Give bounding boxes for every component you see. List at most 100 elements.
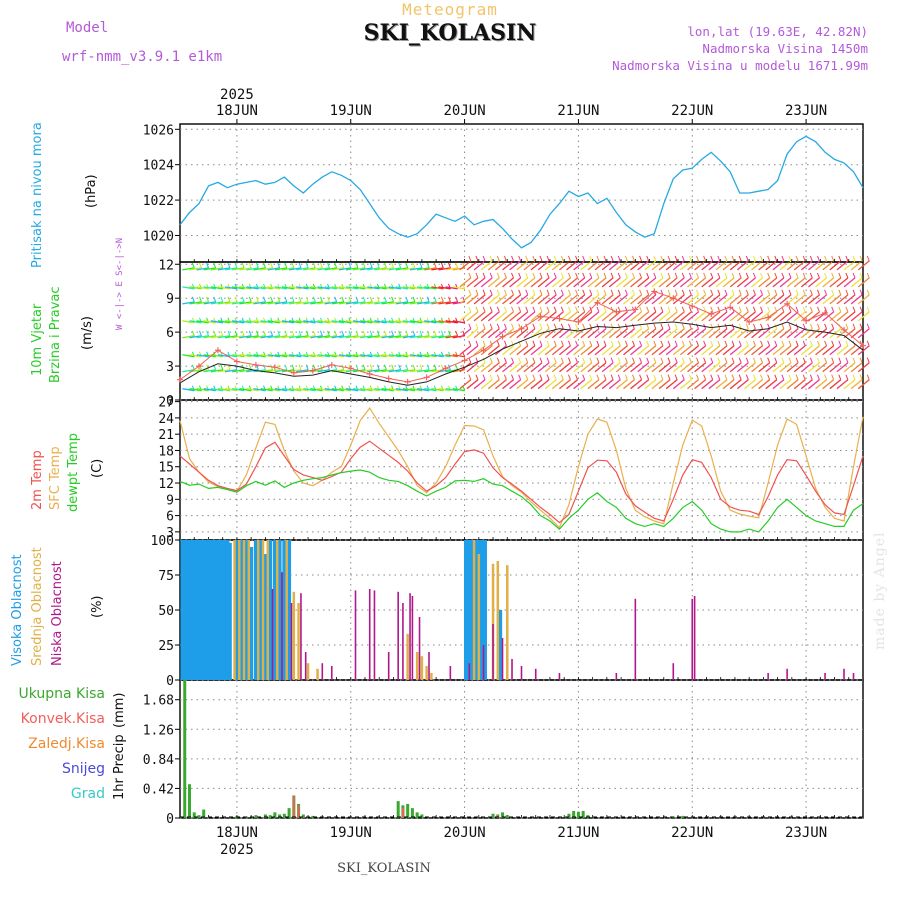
wind-barb — [445, 267, 458, 271]
wind-barb-flag — [277, 330, 281, 336]
cloud-low-bar — [290, 603, 293, 680]
wind-barb — [324, 320, 337, 324]
wind-barb — [822, 379, 835, 390]
wind-barb — [203, 354, 216, 358]
wind-barb — [232, 388, 245, 392]
wind-barb — [822, 277, 835, 288]
wind-barb — [544, 277, 557, 288]
wind-barb-flag — [433, 296, 437, 303]
wind-barb-flag — [596, 357, 600, 363]
wind-barb-flag — [312, 364, 316, 370]
wind-barb — [495, 328, 507, 339]
wind-barb — [388, 369, 401, 373]
wind-barb-flag — [596, 272, 600, 279]
wind-barb-flag — [270, 330, 274, 336]
wind-barb — [751, 362, 763, 373]
wind-barb — [815, 362, 827, 373]
wind-barb — [758, 277, 771, 288]
wind-barb-flag — [632, 323, 635, 329]
wind-barb-flag — [724, 272, 728, 279]
wind-gust-marker — [727, 304, 734, 311]
y-tick-label: 0 — [166, 674, 174, 689]
wind-barb-flag — [482, 289, 486, 296]
wind-barb-flag — [468, 374, 472, 380]
wind-barb — [559, 345, 571, 356]
cloud-low-bar — [767, 673, 769, 680]
wind-barb — [793, 260, 806, 271]
wind-barb — [580, 362, 593, 373]
wind-barb-flag — [774, 255, 778, 262]
wind-barb-flag — [688, 272, 692, 279]
wind-barb-flag — [674, 323, 678, 329]
wind-barb-flag — [788, 272, 792, 279]
cloud-mid-bar — [472, 540, 476, 680]
wind-barb-flag — [610, 340, 614, 346]
wind-barb — [758, 260, 771, 271]
wind-barb — [800, 345, 813, 356]
wind-barb — [196, 301, 209, 305]
wind-barb — [296, 320, 309, 324]
wind-barb-flag — [667, 323, 671, 329]
wind-barb — [715, 362, 728, 373]
wind-barb-flag — [270, 262, 274, 269]
wind-barb-flag — [752, 289, 756, 296]
cloud-mid-bar — [306, 663, 310, 680]
wind-barb — [758, 379, 771, 390]
wind-barb — [580, 311, 593, 322]
x-tick-label-top: 22JUN — [671, 103, 713, 119]
wind-barb — [239, 301, 252, 305]
precip-total-bar — [415, 812, 419, 818]
wind-barb-flag — [398, 296, 402, 303]
wind-barb — [779, 311, 792, 322]
wind-barb — [687, 294, 699, 305]
wind-barb — [658, 328, 671, 339]
dewpt-line — [179, 469, 864, 533]
wind-barb-flag — [518, 289, 522, 296]
wind-barb-flag — [191, 364, 195, 370]
wind-barb — [217, 320, 231, 324]
wind-barb — [502, 311, 514, 322]
wind-barb-flag — [781, 255, 785, 262]
wind-barb — [679, 379, 692, 390]
wind-barb — [687, 345, 699, 356]
wind-barb — [210, 369, 223, 373]
wind-barb-flag — [603, 357, 607, 363]
wind-barb-flag — [518, 272, 522, 279]
wind-barb — [438, 301, 451, 305]
wind-barb — [310, 301, 323, 305]
wind-barb — [658, 379, 671, 390]
precip-total-bar — [410, 808, 414, 818]
wind-barb-flag — [270, 296, 274, 303]
wind-barb — [303, 301, 316, 305]
wind-barb — [665, 362, 678, 373]
wind-barb — [395, 388, 408, 392]
wind-barb — [388, 301, 401, 305]
wind-barb-flag — [227, 330, 231, 336]
y-tick-label: 27 — [158, 396, 174, 411]
wind-barb — [687, 379, 699, 390]
wind-barb — [772, 260, 785, 271]
wind-barb-flag — [696, 340, 699, 346]
wind-barb — [722, 379, 735, 390]
wind-barb — [452, 388, 465, 392]
wind-barb-flag — [738, 289, 742, 296]
wind-barb — [466, 328, 479, 339]
wind-barb — [594, 345, 607, 356]
wind-barb-flag — [596, 374, 600, 380]
wind-barb — [744, 345, 756, 356]
wind-barb — [758, 294, 771, 305]
wind-barb — [623, 294, 635, 305]
wind-barb-flag — [567, 323, 571, 329]
wind-barb — [424, 388, 437, 392]
wind-barb-flag — [362, 330, 366, 336]
wind-barb-flag — [717, 289, 721, 296]
wind-barb — [822, 362, 835, 373]
precip-total-bar — [268, 815, 272, 818]
y-tick-label: 1.68 — [143, 694, 174, 709]
wind-barb — [551, 345, 564, 356]
wind-barb-flag — [489, 323, 493, 329]
cloud-high-bar — [192, 540, 197, 680]
wind-barb-flag — [518, 255, 522, 262]
wind-barb — [651, 345, 664, 356]
wind-barb — [495, 379, 507, 390]
